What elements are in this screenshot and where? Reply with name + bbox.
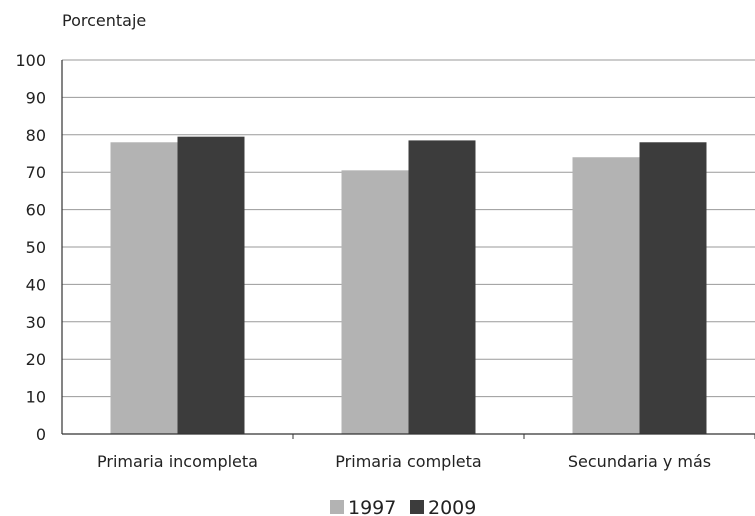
bars: [110, 136, 707, 435]
y-tick-label: 80: [26, 126, 46, 145]
y-tick-label: 10: [26, 388, 46, 407]
bar-2009: [177, 136, 245, 435]
bar-2009: [639, 142, 707, 434]
legend-label: 2009: [428, 497, 476, 516]
bar-1997: [341, 170, 409, 434]
y-tick-label: 90: [26, 88, 46, 107]
bar-2009: [408, 140, 476, 434]
y-tick-label: 100: [15, 51, 46, 70]
legend-label: 1997: [348, 497, 396, 516]
y-tick-label: 50: [26, 238, 46, 257]
legend-swatch-1997: [330, 500, 344, 514]
y-tick-label: 70: [26, 163, 46, 182]
legend-swatch-2009: [410, 500, 424, 514]
y-tick-labels: 0 10 20 30 40 50 60 70 80 90 100: [15, 51, 46, 444]
x-tick-label: Primaria incompleta: [97, 452, 258, 471]
x-tick-labels: Primaria incompleta Primaria completa Secu…: [97, 452, 711, 471]
bar-1997: [110, 142, 178, 434]
bar-1997: [572, 157, 640, 435]
y-tick-label: 0: [36, 425, 46, 444]
y-tick-label: 20: [26, 350, 46, 369]
x-tick-label: Secundaria y más: [568, 452, 711, 471]
y-tick-label: 40: [26, 275, 46, 294]
legend: 1997 2009: [330, 497, 476, 516]
y-tick-label: 60: [26, 201, 46, 220]
y-axis-label: Porcentaje: [62, 11, 146, 30]
axes: [61, 60, 755, 439]
y-tick-label: 30: [26, 313, 46, 332]
x-tick-label: Primaria completa: [335, 452, 481, 471]
